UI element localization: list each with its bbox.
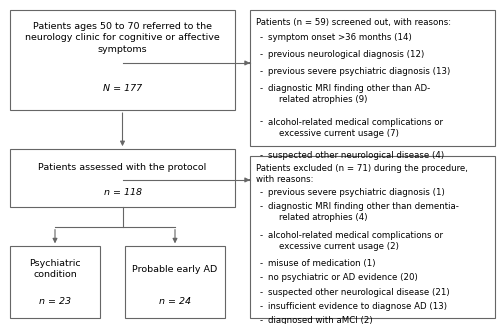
- Text: diagnosed with aMCI (2): diagnosed with aMCI (2): [268, 316, 373, 324]
- Text: Patients (n = 59) screened out, with reasons:: Patients (n = 59) screened out, with rea…: [256, 18, 451, 27]
- Text: suspected other neurological disease (21): suspected other neurological disease (21…: [268, 288, 450, 297]
- Text: -: -: [260, 67, 263, 76]
- Bar: [125, 246, 225, 318]
- Text: Psychiatric
condition: Psychiatric condition: [29, 259, 81, 279]
- Text: Patients assessed with the protocol: Patients assessed with the protocol: [38, 163, 206, 172]
- Text: -: -: [260, 231, 263, 240]
- Text: -: -: [260, 202, 263, 211]
- Text: Patients excluded (n = 71) during the procedure,
with reasons:: Patients excluded (n = 71) during the pr…: [256, 164, 468, 184]
- Text: -: -: [260, 118, 263, 127]
- Text: -: -: [260, 151, 263, 160]
- Text: no psychiatric or AD evidence (20): no psychiatric or AD evidence (20): [268, 273, 418, 283]
- Text: -: -: [260, 33, 263, 42]
- Text: -: -: [260, 50, 263, 59]
- Text: -: -: [260, 84, 263, 93]
- Text: -: -: [260, 188, 263, 197]
- Bar: [10, 149, 235, 207]
- Text: alcohol-related medical complications or
    excessive current usage (2): alcohol-related medical complications or…: [268, 231, 444, 251]
- Text: -: -: [260, 273, 263, 283]
- Text: n = 118: n = 118: [104, 188, 142, 197]
- Text: previous neurological diagnosis (12): previous neurological diagnosis (12): [268, 50, 425, 59]
- Text: previous severe psychiatric diagnosis (13): previous severe psychiatric diagnosis (1…: [268, 67, 451, 76]
- Text: N = 177: N = 177: [103, 84, 142, 93]
- Bar: [250, 156, 495, 318]
- Text: -: -: [260, 302, 263, 311]
- Text: symptom onset >36 months (14): symptom onset >36 months (14): [268, 33, 412, 42]
- Text: Patients ages 50 to 70 referred to the
neurology clinic for cognitive or affecti: Patients ages 50 to 70 referred to the n…: [25, 21, 220, 54]
- Text: n = 24: n = 24: [159, 297, 191, 306]
- Bar: [10, 10, 235, 110]
- Text: -: -: [260, 259, 263, 268]
- Text: misuse of medication (1): misuse of medication (1): [268, 259, 376, 268]
- Text: n = 23: n = 23: [39, 297, 71, 306]
- Bar: [10, 246, 100, 318]
- Text: suspected other neurological disease (4): suspected other neurological disease (4): [268, 151, 444, 160]
- Text: previous severe psychiatric diagnosis (1): previous severe psychiatric diagnosis (1…: [268, 188, 446, 197]
- Text: alcohol-related medical complications or
    excessive current usage (7): alcohol-related medical complications or…: [268, 118, 444, 138]
- Text: insufficient evidence to diagnose AD (13): insufficient evidence to diagnose AD (13…: [268, 302, 448, 311]
- Text: diagnostic MRI finding other than dementia-
    related atrophies (4): diagnostic MRI finding other than dement…: [268, 202, 460, 222]
- Text: -: -: [260, 316, 263, 324]
- Text: -: -: [260, 288, 263, 297]
- Text: Probable early AD: Probable early AD: [132, 265, 218, 273]
- Bar: [250, 10, 495, 146]
- Text: diagnostic MRI finding other than AD-
    related atrophies (9): diagnostic MRI finding other than AD- re…: [268, 84, 431, 104]
